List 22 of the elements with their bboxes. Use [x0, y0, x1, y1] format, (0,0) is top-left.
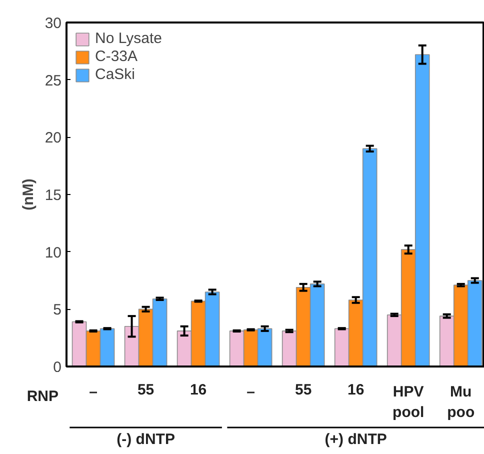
x-tick-label: HPV pool	[392, 384, 424, 421]
y-tick-label: 0	[53, 359, 62, 376]
x-tick-label: Mu poo	[447, 384, 475, 421]
y-tick-label: 15	[44, 187, 62, 204]
legend-label: No Lysate	[95, 30, 162, 47]
x-tick-label: 55	[294, 382, 312, 398]
x-tick-label: –	[89, 384, 98, 400]
y-tick-label: 5	[53, 302, 62, 319]
x-tick-label: 55	[137, 382, 154, 398]
legend-label: CaSki	[95, 66, 136, 83]
x-tick-label: –	[246, 384, 255, 400]
x-tick-label: 16	[348, 382, 364, 398]
legend-label: C-33A	[95, 48, 138, 65]
text: (+) dNTP	[324, 431, 387, 448]
text: (-) dNTP	[116, 431, 175, 448]
x-tick-label: 16	[190, 382, 207, 398]
y-tick-label: 10	[44, 244, 62, 262]
y-tick-label: 20	[44, 130, 62, 147]
y-tick-label: 30	[44, 15, 62, 32]
y-axis-title: (nM)	[20, 178, 37, 210]
x-axis-title: RNP	[26, 388, 58, 405]
y-tick-label: 25	[44, 72, 62, 90]
